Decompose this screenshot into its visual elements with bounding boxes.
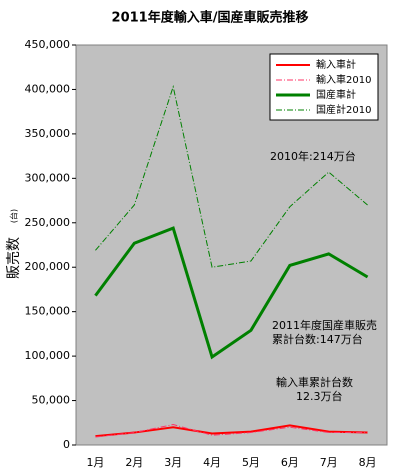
annotation: 2011年度国産車販売	[272, 318, 377, 332]
series-line	[94, 226, 369, 360]
x-tick-label: 2月	[125, 456, 143, 469]
chart-title: 2011年度輸入車/国産車販売推移	[112, 10, 309, 26]
x-tick-label: 1月	[86, 456, 104, 469]
x-tick-label: 7月	[320, 456, 338, 469]
y-tick-label: 200,000	[25, 260, 71, 273]
y-axis-unit: (台)	[9, 209, 19, 223]
legend-label: 国産車計	[316, 88, 356, 101]
y-tick-label: 400,000	[25, 82, 71, 95]
annotation: 12.3万台	[296, 389, 343, 403]
y-tick-label: 0	[63, 438, 70, 451]
series-line	[95, 424, 368, 438]
y-tick-label: 150,000	[25, 305, 71, 318]
x-tick-label: 6月	[281, 456, 299, 469]
annotation: 累計台数:147万台	[272, 332, 363, 346]
x-tick-label: 8月	[359, 456, 377, 469]
y-axis-label: 販売数	[6, 237, 22, 279]
series-line	[95, 84, 368, 268]
legend-label: 輸入車2010	[316, 73, 371, 86]
y-tick-label: 250,000	[25, 216, 71, 229]
y-tick-label: 300,000	[25, 171, 71, 184]
x-tick-label: 4月	[203, 456, 221, 469]
y-tick-label: 100,000	[25, 349, 71, 362]
annotation: 2010年:214万台	[270, 149, 356, 163]
x-tick-label: 3月	[164, 456, 182, 469]
y-tick-label: 450,000	[25, 38, 71, 51]
y-tick-label: 50,000	[32, 394, 71, 407]
x-tick-label: 5月	[242, 456, 260, 469]
legend-label: 国産計2010	[316, 103, 371, 116]
y-tick-label: 350,000	[25, 127, 71, 140]
legend-label: 輸入車計	[316, 58, 356, 71]
annotation: 輸入車累計台数	[276, 375, 353, 389]
